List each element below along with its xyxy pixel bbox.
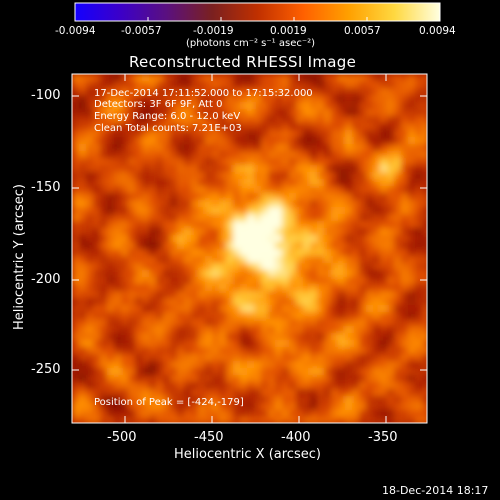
x-axis-ticks: [124, 74, 387, 423]
colorbar-tick-label: 0.0094: [419, 25, 456, 37]
x-axis-label: Heliocentric X (arcsec): [174, 447, 321, 462]
annotation-time-range: 17-Dec-2014 17:11:52.000 to 17:15:32.000: [94, 88, 313, 99]
colorbar-tick-label: -0.0094: [55, 25, 96, 37]
y-axis-ticks: [72, 95, 427, 371]
x-tick-label: -450: [194, 430, 224, 445]
annotation-energy-range: Energy Range: 6.0 - 12.0 keV: [94, 111, 241, 122]
x-tick-label: -400: [281, 430, 311, 445]
rhessi-image: [72, 74, 427, 423]
colorbar-tick-label: -0.0019: [193, 25, 234, 37]
colorbar-tick-label: 0.0019: [270, 25, 307, 37]
y-axis-label: Heliocentric Y (arcsec): [12, 184, 27, 330]
colorbar-units: (photons cm⁻² s⁻¹ asec⁻²): [186, 38, 316, 49]
y-tick-label: -100: [31, 88, 61, 103]
plot-frame: [71, 73, 428, 424]
y-tick-label: -200: [31, 272, 61, 287]
colorbar-tick-label: -0.0057: [121, 25, 162, 37]
x-tick-label: -500: [107, 430, 137, 445]
colorbar: [74, 2, 441, 22]
peak-position-label: Position of Peak = [-424,-179]: [94, 397, 244, 408]
x-tick-label: -350: [368, 430, 398, 445]
colorbar-ticks: [74, 17, 441, 21]
annotation-detectors: Detectors: 3F 6F 9F, Att 0: [94, 99, 223, 110]
annotation-clean-counts: Clean Total counts: 7.21E+03: [94, 123, 242, 134]
generated-timestamp: 18-Dec-2014 18:17: [382, 484, 489, 497]
y-tick-label: -250: [31, 362, 61, 377]
y-tick-label: -150: [31, 180, 61, 195]
colorbar-tick-label: 0.0057: [344, 25, 381, 37]
plot-title: Reconstructed RHESSI Image: [129, 53, 357, 71]
